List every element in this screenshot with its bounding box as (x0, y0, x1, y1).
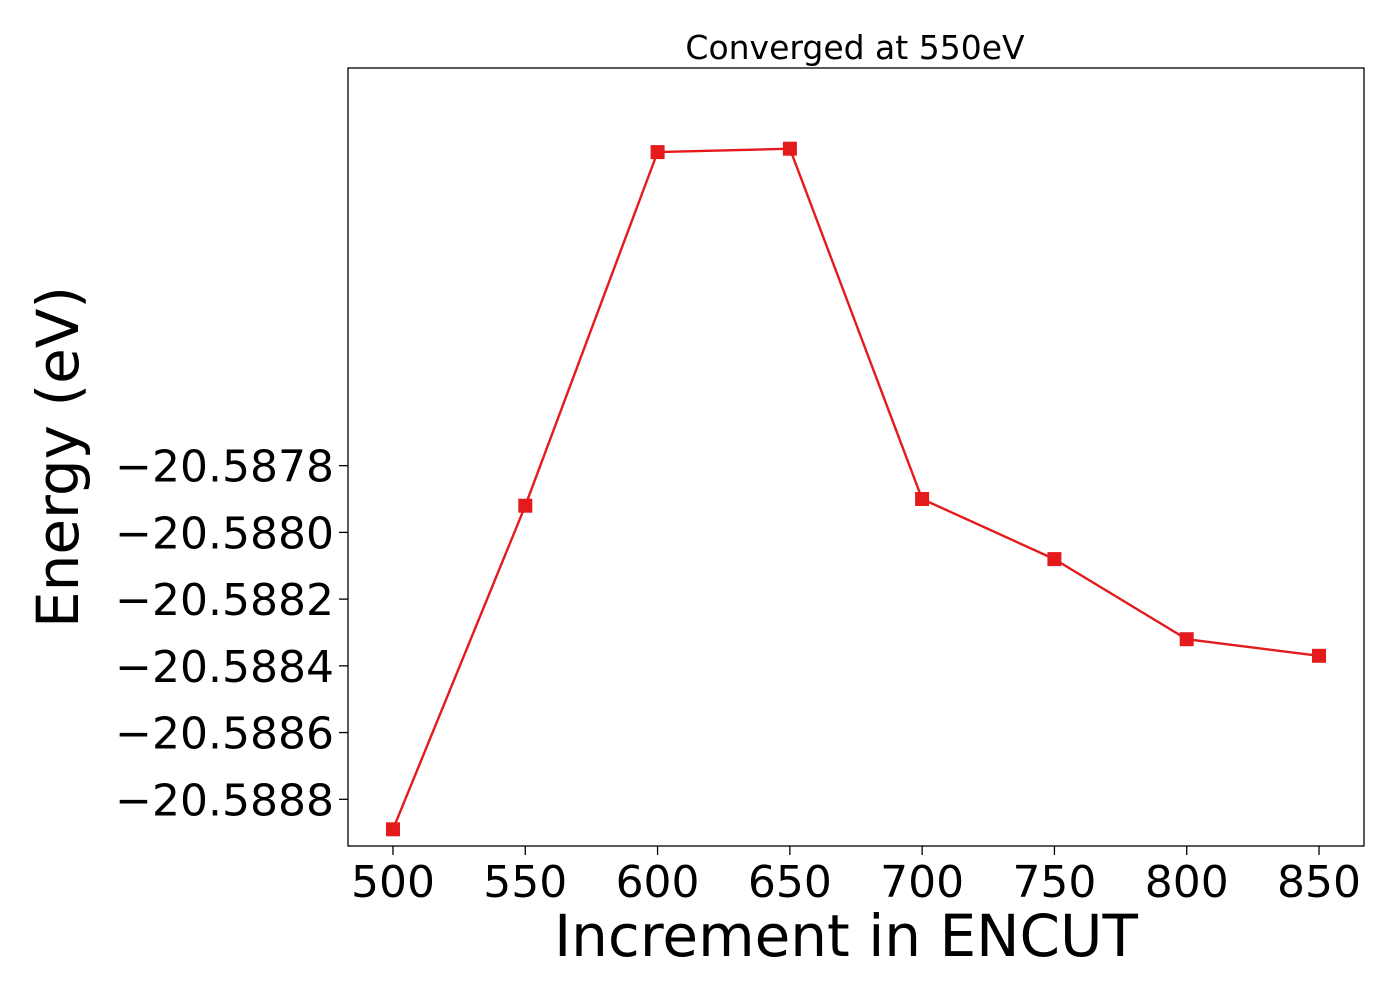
data-point (782, 141, 797, 156)
y-tick-label: −20.5882 (115, 575, 334, 626)
y-tick-label: −20.5888 (115, 775, 334, 826)
y-tick-label: −20.5886 (115, 709, 334, 760)
data-point (650, 145, 665, 160)
data-point (915, 492, 930, 506)
x-tick-label: 500 (351, 857, 435, 908)
data-point (386, 822, 400, 837)
x-axis: 500 550 600 650 700 750 800 850 (351, 846, 1361, 908)
data-point (1047, 552, 1062, 567)
series-line (391, 147, 1320, 830)
chart-title: Converged at 550eV (685, 28, 1025, 67)
y-axis-title: Energy (eV) (24, 286, 92, 628)
data-point (1312, 648, 1326, 663)
y-tick-label: −20.5880 (115, 508, 334, 559)
series-group (386, 141, 1326, 837)
data-point (518, 498, 533, 513)
x-tick-label: 550 (483, 857, 567, 908)
y-tick-label: −20.5878 (115, 442, 334, 493)
x-tick-label: 850 (1277, 857, 1361, 908)
x-axis-title: Increment in ENCUT (554, 902, 1138, 970)
x-tick-label: 700 (880, 857, 964, 908)
plot-frame (347, 67, 1365, 847)
y-tick-label: −20.5884 (115, 642, 334, 693)
plot-area (347, 67, 1365, 847)
x-tick-label: 650 (748, 857, 832, 908)
data-point (1179, 632, 1194, 647)
x-tick-label: 600 (616, 857, 700, 908)
x-tick-label: 750 (1012, 857, 1096, 908)
y-axis: −20.5878 −20.5880 −20.5882 −20.5884 −20.5886… (115, 442, 348, 826)
x-tick-label: 800 (1145, 857, 1229, 908)
